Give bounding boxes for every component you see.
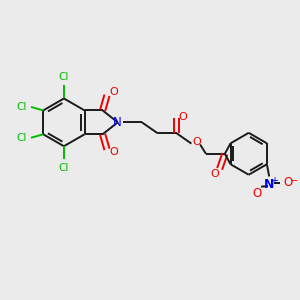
Text: Cl: Cl (59, 163, 69, 173)
Text: O: O (109, 147, 118, 157)
Text: Cl: Cl (16, 133, 27, 143)
Text: O: O (193, 137, 202, 147)
Text: O: O (179, 112, 188, 122)
Text: O: O (109, 87, 118, 98)
Text: O: O (252, 188, 261, 200)
Text: +: + (270, 176, 278, 186)
Text: N: N (264, 178, 274, 190)
Text: Cl: Cl (16, 102, 27, 112)
Text: O: O (210, 169, 219, 179)
Text: O: O (283, 176, 292, 189)
Text: Cl: Cl (59, 72, 69, 82)
Text: N: N (113, 116, 122, 129)
Text: −: − (290, 176, 298, 186)
